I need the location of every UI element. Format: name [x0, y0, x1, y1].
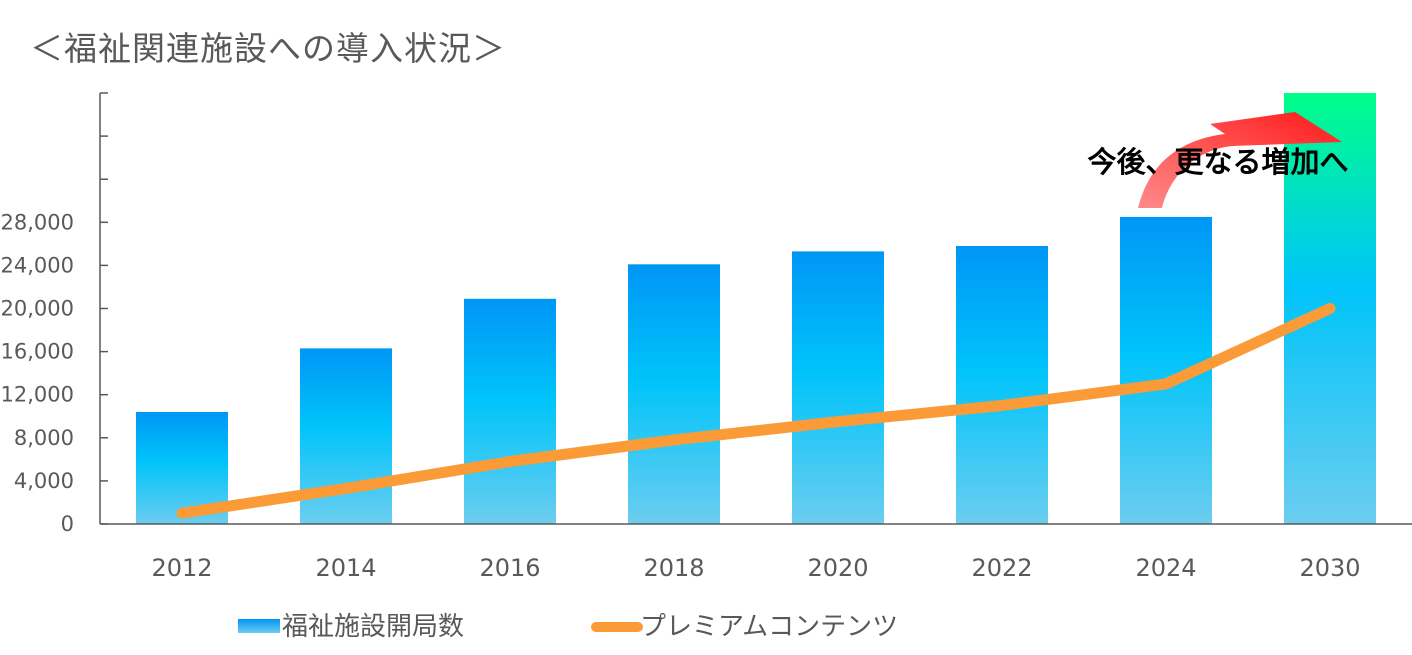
y-tick-label: 4,000 — [14, 469, 74, 493]
line-point-2024 — [1165, 383, 1167, 385]
x-tick-label: 2020 — [807, 554, 868, 582]
x-tick-label: 2016 — [479, 554, 540, 582]
line-point-2020 — [837, 421, 839, 423]
line-point-2012 — [181, 512, 183, 514]
x-tick-label: 2030 — [1299, 554, 1360, 582]
y-tick-label: 16,000 — [1, 340, 74, 364]
line-point-2016 — [509, 461, 511, 463]
x-tick-label: 2012 — [151, 554, 212, 582]
x-tick-label: 2022 — [971, 554, 1032, 582]
line-series-group — [176, 303, 1336, 519]
line-point-2022 — [1001, 404, 1003, 406]
y-tick-label: 0 — [61, 512, 74, 536]
trend-arrow-group — [1138, 112, 1342, 208]
legend: 福祉施設開局数 プレミアムコンテンツ — [238, 612, 898, 642]
line-point-2030 — [1329, 308, 1331, 309]
legend-bar-swatch — [238, 619, 280, 633]
legend-bar-label: 福祉施設開局数 — [282, 612, 464, 642]
bars-group — [136, 93, 1376, 524]
line-series — [176, 303, 1336, 519]
y-tick-label: 8,000 — [14, 426, 74, 450]
line-point-2014 — [345, 487, 347, 489]
page-title: ＜福祉関連施設への導入状況＞ — [30, 29, 506, 68]
bar-2018 — [628, 264, 720, 524]
bar-2016 — [464, 298, 556, 524]
axes-group: 0 4,000 8,000 12,000 16,000 20,000 24,000 28,00… — [1, 92, 1412, 582]
bar-2020 — [792, 251, 884, 524]
bar-2022 — [956, 246, 1048, 524]
legend-line-label: プレミアムコンテンツ — [640, 612, 898, 642]
trend-arrow-icon — [1138, 112, 1342, 208]
line-point-2018 — [673, 439, 675, 441]
y-tick-label: 28,000 — [1, 210, 74, 234]
x-tick-label: 2018 — [643, 554, 704, 582]
y-tick-label: 12,000 — [1, 383, 74, 407]
y-tick-label: 20,000 — [1, 297, 74, 321]
y-tick-label: 24,000 — [1, 253, 74, 277]
annotation-label: 今後、更なる増加へ — [1087, 145, 1348, 179]
x-tick-label: 2024 — [1135, 554, 1196, 582]
x-tick-label: 2014 — [315, 554, 376, 582]
